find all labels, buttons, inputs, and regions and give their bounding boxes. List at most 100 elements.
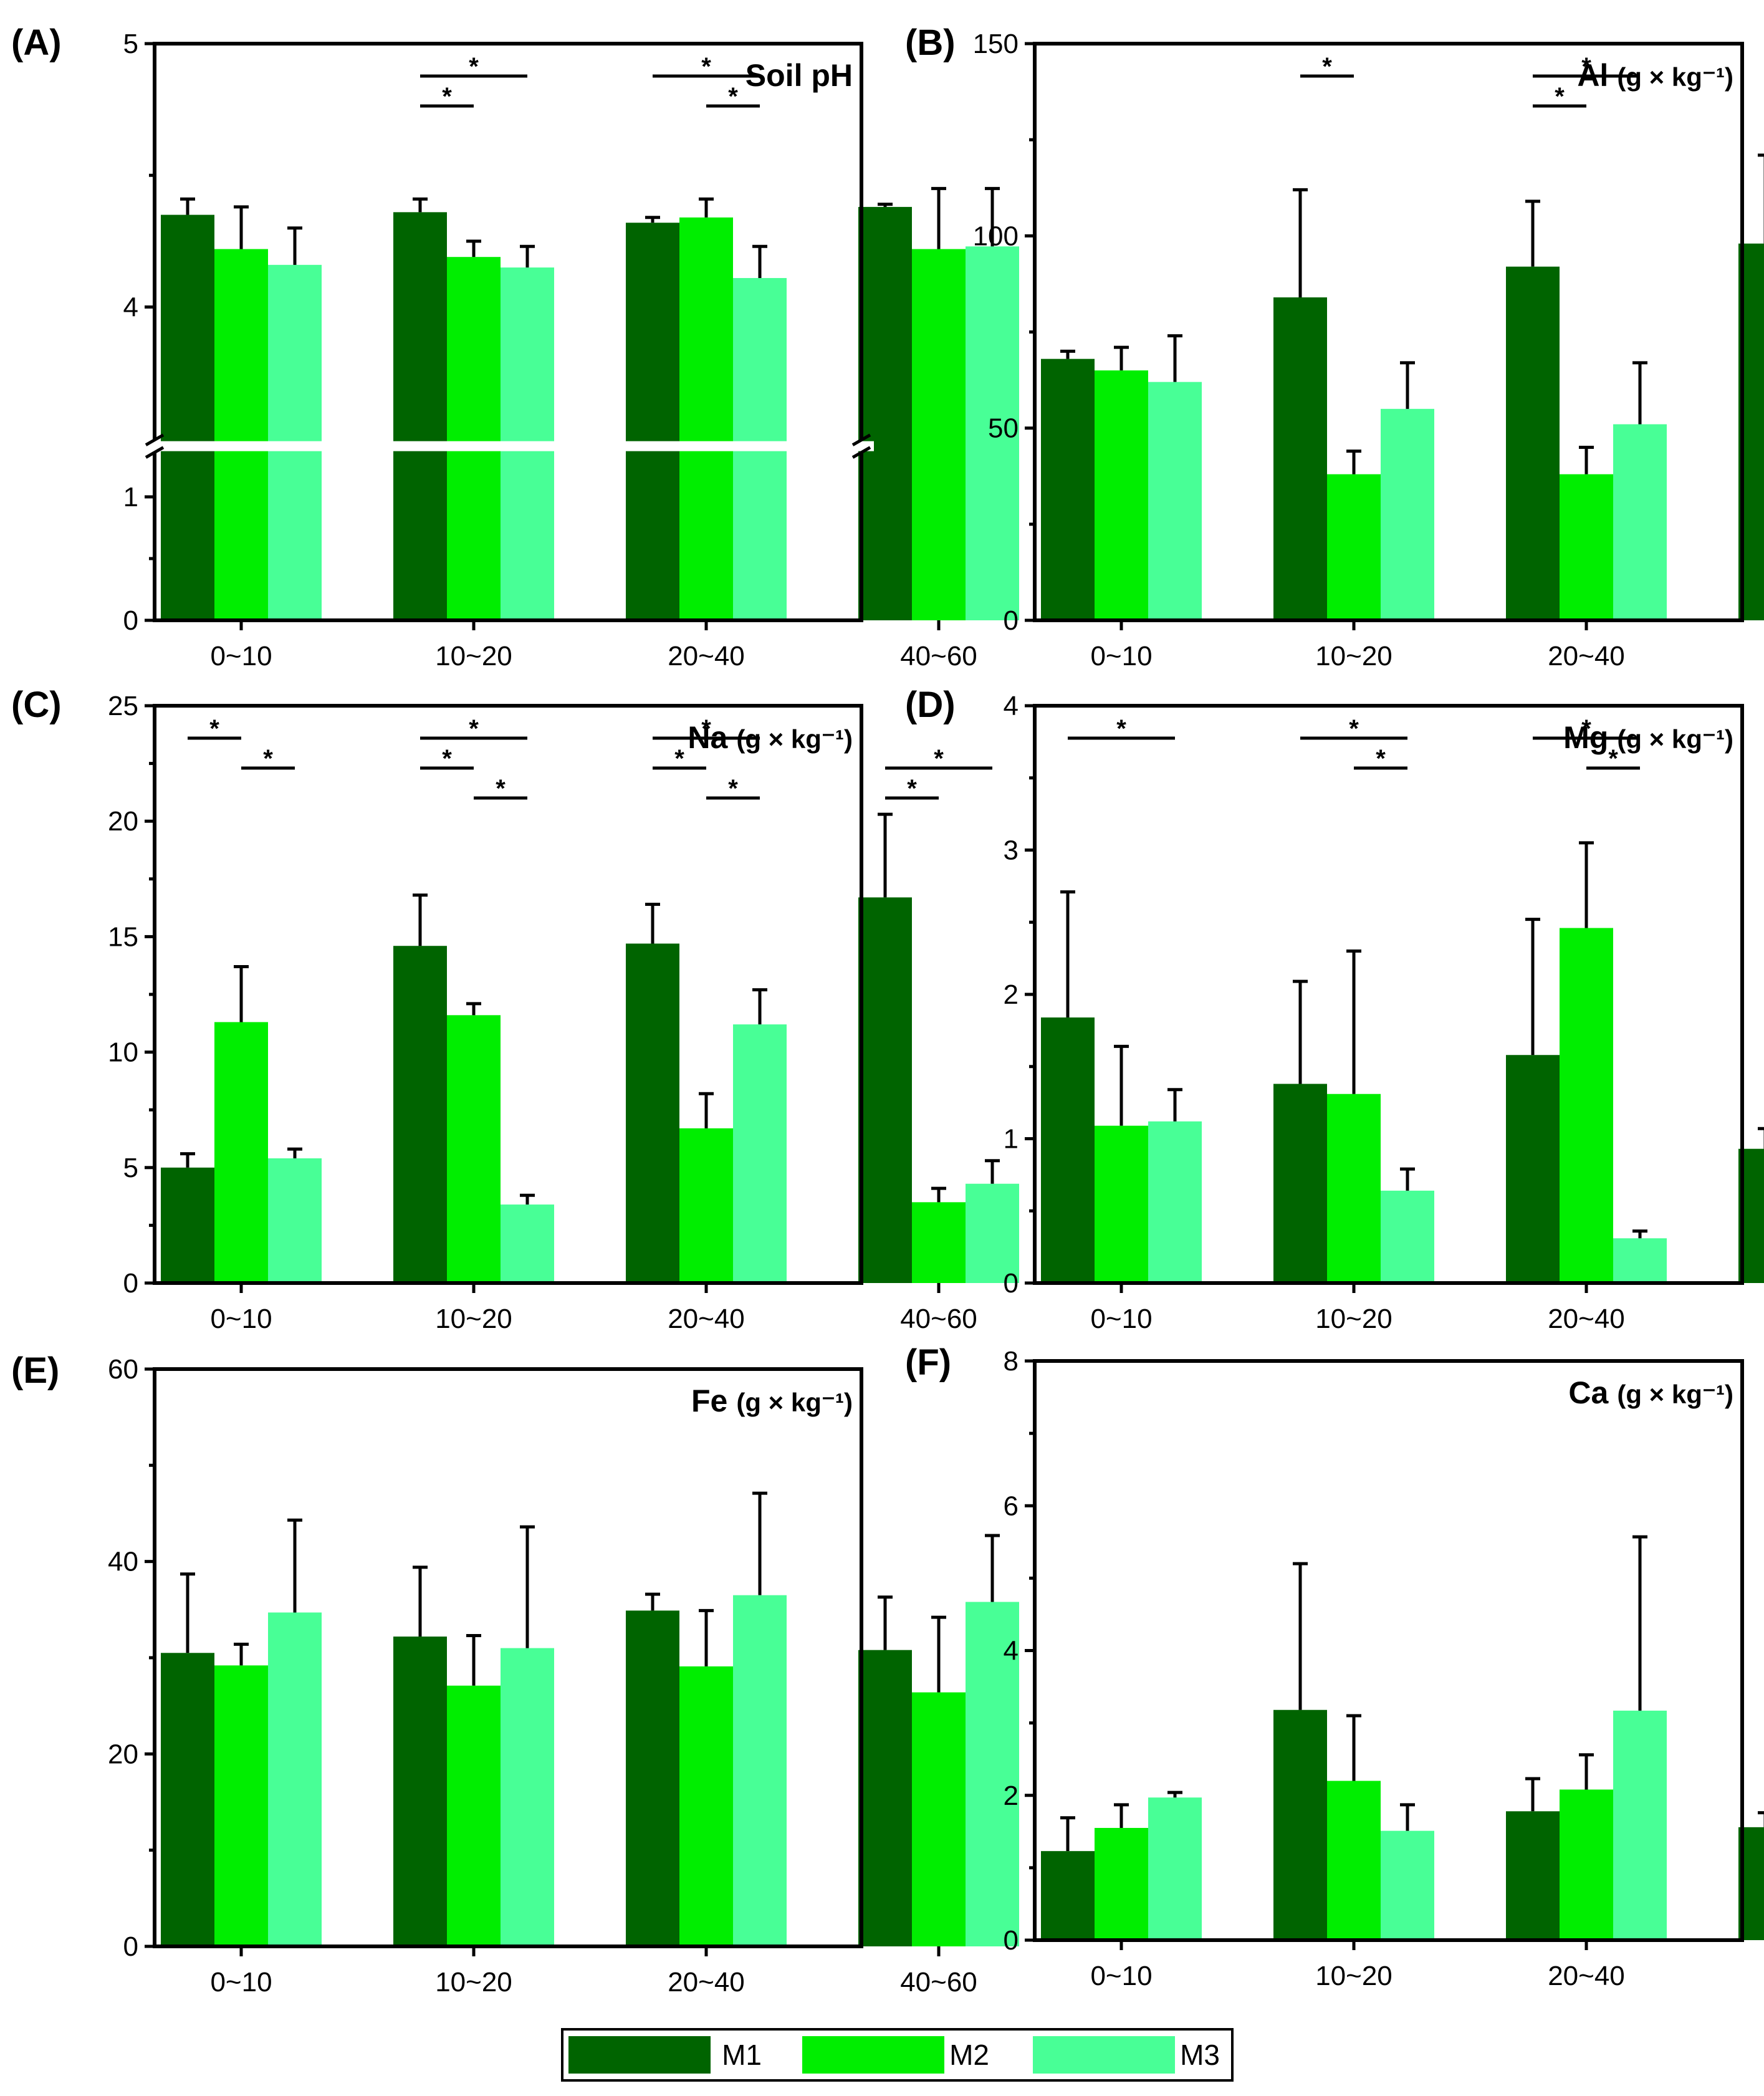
x-tick-label: 10~20 <box>1315 641 1393 671</box>
bar-m2-3 <box>679 1128 733 1283</box>
bar-m2-2 <box>447 257 501 620</box>
bar-m3-1 <box>268 1612 322 1946</box>
legend-swatch-m2 <box>802 2036 944 2074</box>
x-tick-label: 40~60 <box>900 1304 977 1334</box>
y-tick-label: 25 <box>108 691 138 721</box>
bar-m2-3 <box>1560 474 1613 620</box>
x-tick-label: 20~40 <box>1548 641 1625 671</box>
bar-m3-1 <box>1148 1121 1202 1283</box>
bar-m1-3 <box>626 1610 679 1946</box>
x-tick-label: 0~10 <box>210 1304 272 1334</box>
chart-title: Mg (g × kg⁻¹) <box>1563 720 1733 755</box>
chart-title-name: Soil pH <box>745 58 853 93</box>
bar-m1-1 <box>1041 358 1095 620</box>
significance-star: * <box>469 53 479 80</box>
significance-star: * <box>209 715 219 743</box>
bar-m2-2 <box>1327 1094 1381 1283</box>
x-tick-label: 10~20 <box>1315 1961 1393 1991</box>
bar-m1-1 <box>1041 1017 1095 1283</box>
x-tick-label: 20~40 <box>668 641 745 671</box>
bar-m1-3 <box>1506 266 1560 621</box>
bar-m3-3 <box>1613 1710 1667 1940</box>
bar-m1-3 <box>1506 1811 1560 1940</box>
significance-star: * <box>907 775 917 802</box>
bar-m3-2 <box>501 1204 554 1283</box>
legend-swatch-m1 <box>568 2036 711 2074</box>
bar-m3-2 <box>1381 1830 1434 1940</box>
y-tick-label: 150 <box>973 29 1019 59</box>
chart-title-unit: (g × kg⁻¹) <box>1617 724 1733 754</box>
bar-m2-3 <box>1560 928 1613 1283</box>
bar-m1-2 <box>1273 1709 1327 1940</box>
significance-star: * <box>728 775 738 802</box>
plot-frame-lower <box>153 452 863 622</box>
y-tick-label: 4 <box>1004 691 1019 721</box>
bar-m3-4 <box>966 1183 1019 1283</box>
significance-star: * <box>442 83 452 110</box>
bar-m2-3 <box>679 217 733 620</box>
plot-frame-upper <box>153 42 863 440</box>
chart-panel-2: 0501001500~1010~2020~4040~60*****(B)Al(g… <box>905 22 1764 671</box>
bar-m3-4 <box>966 1602 1019 1946</box>
chart-title-unit: (g × kg⁻¹) <box>736 1388 853 1417</box>
chart-title-unit: (g × kg⁻¹) <box>1617 1380 1733 1409</box>
bar-m1-3 <box>1506 1055 1560 1283</box>
significance-star: * <box>934 745 944 772</box>
bar-m1-2 <box>393 1637 447 1946</box>
bar-m1-1 <box>161 1653 214 1946</box>
chart-title-unit: (g × kg⁻¹) <box>736 724 853 754</box>
x-tick-label: 0~10 <box>1090 1961 1152 1991</box>
y-tick-label: 2 <box>1004 1781 1019 1811</box>
y-tick-label: 50 <box>988 413 1019 444</box>
bar-m1-2 <box>1273 297 1327 620</box>
y-tick-label: 0 <box>1004 1268 1019 1299</box>
chart-title-name: Fe <box>691 1383 727 1418</box>
x-tick-label: 10~20 <box>435 641 512 671</box>
significance-star: * <box>1349 715 1359 743</box>
legend-label-m1: M1 <box>722 2039 762 2071</box>
significance-star: * <box>1581 715 1591 743</box>
y-tick-label: 0 <box>123 1268 138 1299</box>
bar-m1-1 <box>161 214 214 620</box>
bar-m2-4 <box>912 249 966 620</box>
chart-title-name: Na <box>688 720 728 755</box>
bar-m2-4 <box>912 1202 966 1283</box>
y-tick-label: 15 <box>108 921 138 952</box>
bar-m3-2 <box>1381 1190 1434 1283</box>
x-tick-label: 0~10 <box>210 1967 272 1997</box>
legend-label-m2: M2 <box>949 2039 989 2071</box>
y-tick-label: 3 <box>1004 835 1019 866</box>
bar-m3-3 <box>733 1595 787 1946</box>
significance-star: * <box>263 745 273 772</box>
bar-m2-1 <box>1095 370 1148 620</box>
significance-star: * <box>1555 83 1565 110</box>
bar-m2-1 <box>214 249 268 620</box>
y-tick-label: 1 <box>1004 1124 1019 1155</box>
x-tick-label: 0~10 <box>1090 641 1152 671</box>
y-tick-label: 0 <box>123 1931 138 1962</box>
bar-m3-3 <box>1613 1238 1667 1283</box>
bar-m3-1 <box>1148 1797 1202 1940</box>
bar-m3-1 <box>268 1158 322 1283</box>
bar-m1-1 <box>161 1167 214 1283</box>
significance-star: * <box>1376 745 1386 772</box>
y-tick-label: 10 <box>108 1037 138 1068</box>
x-tick-label: 0~10 <box>210 641 272 671</box>
y-tick-label: 4 <box>1004 1636 1019 1666</box>
chart-title-name: Ca <box>1568 1375 1609 1410</box>
x-tick-label: 20~40 <box>668 1967 745 1997</box>
significance-star: * <box>1608 745 1618 772</box>
significance-star: * <box>1116 715 1126 743</box>
y-tick-label: 1 <box>123 482 138 512</box>
bar-m2-2 <box>447 1685 501 1946</box>
bar-m1-4 <box>858 897 912 1283</box>
x-tick-label: 40~60 <box>900 641 977 671</box>
bar-m3-3 <box>1613 424 1667 620</box>
significance-star: * <box>469 715 479 743</box>
x-tick-label: 0~10 <box>1090 1304 1152 1334</box>
chart-title: Ca (g × kg⁻¹) <box>1568 1375 1733 1410</box>
y-tick-label: 5 <box>123 1153 138 1183</box>
bar-m1-3 <box>626 943 679 1283</box>
legend-label-m3: M3 <box>1180 2039 1220 2071</box>
